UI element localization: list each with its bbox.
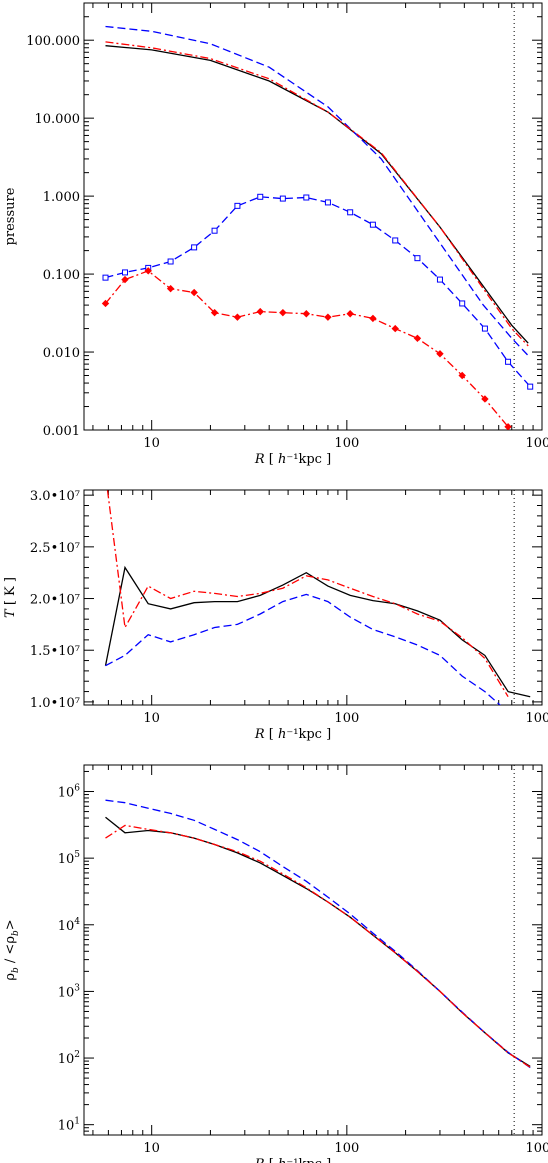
diamond-marker — [391, 324, 399, 333]
square-marker — [392, 237, 399, 244]
series-line — [105, 41, 529, 347]
square-marker — [279, 195, 286, 202]
square-marker — [122, 269, 129, 276]
axes-frame — [83, 764, 543, 1136]
x-tick-label: 100 — [334, 711, 359, 726]
temperature-panel: 10 100 1000 R [ h⁻¹kpc ] 1.0•10⁷ 1.5•10⁷ 2.0•1… — [3, 489, 548, 742]
diamond-marker — [101, 299, 110, 308]
y-tick-label: 3.0•10⁷ — [30, 489, 80, 504]
y-tick-label: 0.010 — [43, 346, 80, 361]
x-tick-label: 100 — [334, 436, 359, 451]
square-marker — [369, 221, 376, 228]
series-line — [106, 490, 509, 698]
diamond-marker — [346, 310, 354, 318]
square-marker — [527, 383, 534, 390]
diamond-marker — [279, 308, 287, 317]
x-tick-label: 1000 — [525, 711, 548, 726]
diamond-marker — [413, 334, 422, 343]
diamond-marker — [190, 288, 198, 297]
series-line — [105, 25, 529, 357]
diamond-marker — [504, 423, 512, 430]
series-line — [105, 45, 529, 344]
diamond-marker — [210, 308, 219, 317]
y-tick-label: 101 — [58, 1117, 80, 1134]
density-panel: 10 100 1000 R [ h⁻¹kpc ] 101 102 103 104 105 106 ρ… — [3, 764, 548, 1163]
y-tick-label: 103 — [58, 983, 81, 1000]
diamond-marker — [121, 275, 129, 284]
series-line — [105, 824, 531, 1068]
square-marker — [414, 255, 421, 262]
square-marker — [505, 358, 512, 365]
square-marker — [211, 227, 218, 234]
y-tick-label: 10.000 — [35, 112, 81, 127]
square-marker — [459, 300, 466, 307]
x-tick-label: 10 — [143, 436, 160, 451]
y-tick-label: 102 — [58, 1050, 80, 1067]
series-line — [105, 593, 501, 705]
y-tick-label: 1.000 — [43, 190, 80, 205]
diamond-marker — [144, 267, 152, 275]
diamond-marker — [324, 313, 332, 321]
y-tick-label: 2.5•10⁷ — [30, 541, 80, 556]
y-tick-label: 104 — [58, 917, 81, 934]
y-axis-label: pressure — [3, 187, 18, 245]
x-tick-label: 10 — [143, 1141, 160, 1156]
x-tick-label: 100 — [334, 1141, 359, 1156]
y-tick-label: 0.001 — [43, 424, 80, 439]
square-marker — [257, 193, 264, 200]
y-tick-label: 2.0•10⁷ — [30, 593, 80, 608]
axes-frame — [83, 489, 543, 706]
x-axis-label: R [ h⁻¹kpc ] — [254, 1157, 331, 1163]
series-line — [105, 799, 531, 1069]
square-marker — [102, 274, 109, 281]
square-marker — [436, 276, 443, 283]
x-tick-label: 1000 — [525, 1141, 548, 1156]
square-marker — [303, 194, 310, 201]
square-marker — [481, 325, 488, 332]
series-line — [104, 565, 531, 698]
series-line — [105, 196, 531, 388]
y-tick-label: 1.0•10⁷ — [30, 696, 80, 711]
diamond-marker — [436, 350, 444, 358]
data-area — [105, 799, 531, 1069]
diamond-marker — [166, 284, 175, 293]
x-axis-label: R [ h⁻¹kpc ] — [254, 452, 331, 467]
square-marker — [324, 199, 331, 206]
y-tick-label: 106 — [58, 784, 81, 801]
axes-frame — [83, 2, 543, 431]
y-axis-label: T [ K ] — [3, 577, 18, 618]
x-axis-label: R [ h⁻¹kpc ] — [254, 727, 331, 742]
diamond-marker — [302, 310, 311, 318]
y-tick-label: 1.5•10⁷ — [30, 644, 80, 659]
diamond-marker — [256, 307, 264, 316]
y-tick-label: 105 — [58, 850, 81, 867]
x-tick-label: 10 — [143, 711, 160, 726]
pressure-panel: 10 100 1000 R [ h⁻¹kpc ] 0.001 0.010 0.100 1.00… — [3, 2, 548, 467]
data-area — [101, 25, 534, 430]
diamond-marker — [369, 314, 377, 323]
square-marker — [167, 258, 174, 265]
y-axis-label: ρb / <ρb> — [3, 919, 21, 980]
diamond-marker — [233, 313, 242, 321]
diamond-marker — [458, 371, 466, 380]
square-marker — [234, 202, 241, 209]
y-tick-label: 0.100 — [43, 268, 80, 283]
square-marker — [347, 209, 354, 216]
data-area — [104, 490, 531, 705]
series-line — [105, 816, 531, 1067]
square-marker — [191, 244, 198, 251]
diamond-marker — [481, 395, 489, 403]
series-line — [104, 270, 509, 428]
y-tick-label: 100.000 — [26, 34, 80, 49]
x-tick-label: 1000 — [525, 436, 548, 451]
